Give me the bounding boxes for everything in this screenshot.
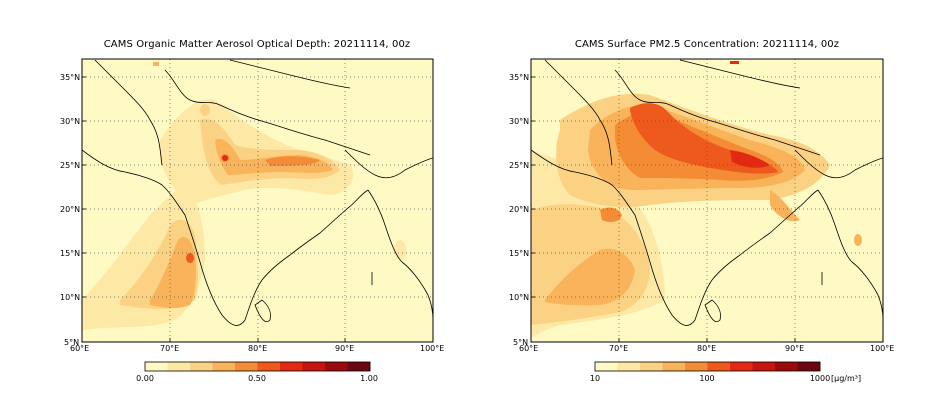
- right-gridlines: [531, 59, 883, 342]
- right-colorbar-unit: [µg/m³]: [831, 374, 861, 383]
- left-lat-label: 5°N: [64, 338, 79, 347]
- left-colorbar-segment: [325, 362, 348, 371]
- left-lat-label: 35°N: [60, 73, 80, 82]
- right-colorbar: [595, 362, 821, 371]
- right-lat-label: 5°N: [513, 338, 528, 347]
- right-field: [531, 61, 862, 338]
- right-colorbar-segment: [685, 362, 708, 371]
- left-colorbar: [145, 362, 371, 371]
- right-lon-label: 100°E: [870, 344, 894, 353]
- right-map: 35°N 30°N 25°N 20°N 15°N 10°N 5°N 60°E 7…: [509, 58, 894, 383]
- right-colorbar-label: 100: [699, 374, 714, 383]
- right-coastlines: [531, 59, 883, 326]
- left-colorbar-segment: [190, 362, 213, 371]
- right-lon-labels: 60°E 70°E 80°E 90°E 100°E: [519, 344, 894, 353]
- left-gridlines: [82, 59, 433, 342]
- left-lon-labels: 60°E 70°E 80°E 90°E 100°E: [70, 344, 444, 353]
- left-colorbar-segment: [235, 362, 258, 371]
- left-lat-label: 25°N: [60, 161, 80, 170]
- right-lat-label: 25°N: [509, 161, 529, 170]
- right-colorbar-segment: [707, 362, 731, 371]
- left-lat-label: 15°N: [60, 249, 80, 258]
- left-colorbar-segment: [302, 362, 326, 371]
- right-colorbar-segment: [595, 362, 618, 371]
- left-colorbar-label: 0.50: [248, 374, 266, 383]
- right-map-title: CAMS Surface PM2.5 Concentration: 202111…: [574, 39, 840, 50]
- left-field: [82, 62, 406, 330]
- right-lat-label: 10°N: [509, 293, 529, 302]
- left-tick-marks: [82, 76, 346, 342]
- left-lat-label: 20°N: [60, 205, 80, 214]
- left-map-frame: [81, 58, 434, 343]
- right-colorbar-segment: [797, 362, 821, 371]
- right-lat-label: 20°N: [509, 205, 529, 214]
- right-colorbar-segment: [752, 362, 776, 371]
- left-lon-label: 100°E: [420, 344, 444, 353]
- right-lat-labels: 35°N 30°N 25°N 20°N 15°N 10°N 5°N: [509, 73, 529, 347]
- right-colorbar-label: 1000: [810, 374, 830, 383]
- left-map: 35°N 30°N 25°N 20°N 15°N 10°N 5°N 60°E 7…: [60, 58, 444, 383]
- left-lon-label: 60°E: [70, 344, 89, 353]
- right-lat-label: 30°N: [509, 117, 529, 126]
- left-colorbar-segment: [347, 362, 371, 371]
- right-lat-label: 35°N: [509, 73, 529, 82]
- right-colorbar-segment: [662, 362, 686, 371]
- left-lat-label: 10°N: [60, 293, 80, 302]
- right-lon-label: 90°E: [785, 344, 804, 353]
- right-colorbar-segment: [775, 362, 798, 371]
- right-lon-label: 80°E: [697, 344, 716, 353]
- left-colorbar-frame: [144, 361, 371, 372]
- right-colorbar-segment: [617, 362, 641, 371]
- right-tick-marks: [531, 76, 796, 342]
- left-lon-label: 70°E: [160, 344, 179, 353]
- right-colorbar-frame: [594, 361, 821, 372]
- left-lon-label: 80°E: [248, 344, 267, 353]
- left-colorbar-segment: [212, 362, 236, 371]
- right-lon-label: 70°E: [609, 344, 628, 353]
- right-colorbar-segment: [730, 362, 753, 371]
- right-colorbar-segment: [640, 362, 663, 371]
- left-lon-label: 90°E: [335, 344, 354, 353]
- left-colorbar-segment: [167, 362, 191, 371]
- left-colorbar-segment: [280, 362, 303, 371]
- right-colorbar-label: 10: [590, 374, 600, 383]
- left-lat-label: 30°N: [60, 117, 80, 126]
- left-map-title: CAMS Organic Matter Aerosol Optical Dept…: [103, 39, 411, 50]
- right-lat-label: 15°N: [509, 249, 529, 258]
- left-coastlines: [82, 59, 433, 326]
- left-colorbar-label: 1.00: [360, 374, 378, 383]
- left-lat-labels: 35°N 30°N 25°N 20°N 15°N 10°N 5°N: [60, 73, 80, 347]
- left-colorbar-label: 0.00: [136, 374, 154, 383]
- left-colorbar-segment: [145, 362, 168, 371]
- right-lon-label: 60°E: [519, 344, 538, 353]
- left-colorbar-segment: [257, 362, 281, 371]
